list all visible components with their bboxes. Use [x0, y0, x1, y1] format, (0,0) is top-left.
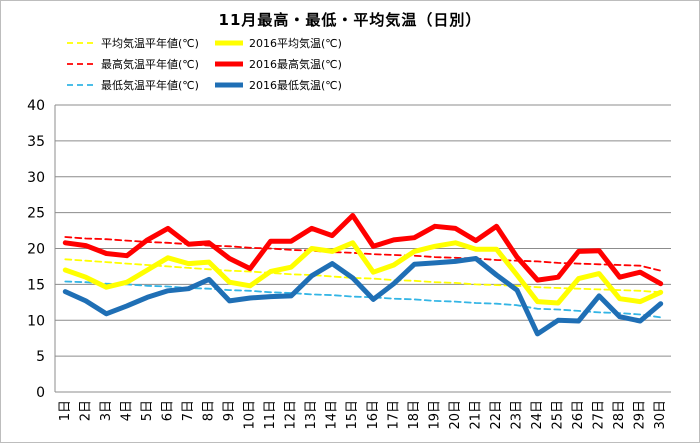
x-tick-label: 14日 — [325, 400, 340, 430]
x-tick-label: 23日 — [510, 400, 525, 430]
y-tick-label: 40 — [27, 98, 45, 114]
x-tick-label: 11日 — [263, 400, 278, 430]
chart-title: 11月最高・最低・平均気温（日別） — [218, 11, 482, 29]
x-tick-label: 27日 — [592, 400, 607, 430]
series-line-2 — [64, 236, 662, 272]
x-tick-label: 19日 — [427, 400, 442, 430]
x-tick-label: 5日 — [140, 400, 155, 421]
series-line-0 — [64, 258, 662, 294]
x-tick-label: 6日 — [160, 400, 175, 421]
y-tick-label: 30 — [27, 170, 45, 186]
y-tick-label: 0 — [36, 385, 45, 401]
x-tick-label: 13日 — [304, 400, 319, 430]
x-tick-label: 12日 — [284, 400, 299, 430]
y-tick-label: 5 — [36, 349, 45, 365]
y-tick-label: 15 — [27, 277, 45, 293]
x-tick-label: 29日 — [633, 400, 648, 430]
series-line-5 — [62, 256, 664, 337]
y-tick-label: 35 — [27, 134, 45, 150]
x-tick-label: 7日 — [181, 400, 196, 421]
x-tick-label: 28日 — [612, 400, 627, 430]
x-tick-label: 30日 — [653, 400, 668, 430]
x-tick-label: 18日 — [407, 400, 422, 430]
x-tick-label: 10日 — [243, 400, 258, 430]
legend-label-0: 平均気温平年値(℃) — [101, 36, 199, 50]
y-tick-label: 20 — [27, 242, 45, 258]
x-tick-label: 8日 — [202, 400, 217, 421]
series-line-1 — [62, 240, 664, 306]
x-tick-label: 25日 — [551, 400, 566, 430]
legend-label-5: 2016最低気温(℃) — [249, 78, 342, 92]
legend-label-1: 2016平均気温(℃) — [249, 36, 342, 50]
x-tick-label: 3日 — [99, 400, 114, 421]
legend-label-4: 最低気温平年値(℃) — [101, 78, 199, 92]
x-tick-label: 16日 — [366, 400, 381, 430]
x-tick-label: 24日 — [530, 400, 545, 430]
legend-label-2: 最高気温平年値(℃) — [101, 57, 199, 71]
y-tick-label: 10 — [27, 313, 45, 329]
x-tick-label: 1日 — [58, 400, 73, 421]
legend-label-3: 2016最高気温(℃) — [249, 57, 342, 71]
x-tick-label: 17日 — [386, 400, 401, 430]
x-tick-label: 26日 — [571, 400, 586, 430]
y-tick-label: 25 — [27, 206, 45, 222]
x-tick-label: 2日 — [78, 400, 93, 421]
series-line-3 — [62, 213, 664, 287]
x-tick-label: 9日 — [222, 400, 237, 421]
x-tick-label: 15日 — [345, 400, 360, 430]
series-line-4 — [64, 280, 662, 319]
x-tick-label: 20日 — [448, 400, 463, 430]
x-tick-label: 22日 — [489, 400, 504, 430]
x-tick-label: 4日 — [119, 400, 134, 421]
x-tick-label: 21日 — [468, 400, 483, 430]
